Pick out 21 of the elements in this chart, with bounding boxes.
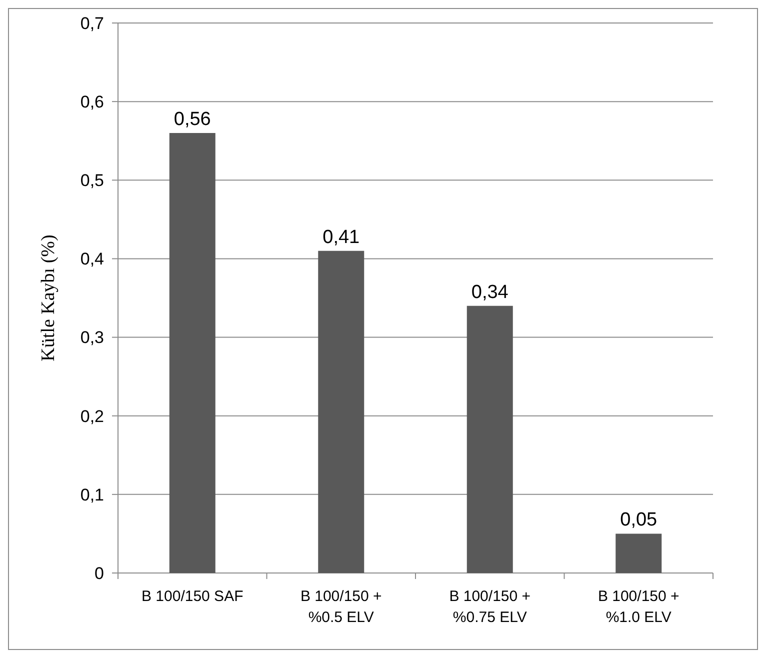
bar	[169, 133, 216, 573]
x-tick-label: B 100/150 + %0.5 ELV	[300, 588, 382, 626]
y-tick-label: 0,1	[80, 485, 104, 504]
data-label: 0,41	[322, 226, 360, 248]
y-axis-title: Kütle Kaybı (%)	[38, 234, 59, 362]
bar	[616, 534, 662, 573]
x-tick-label: B 100/150 + %1.0 ELV	[598, 588, 680, 626]
y-tick-label: 0,7	[80, 14, 104, 33]
y-tick-label: 0,2	[80, 406, 104, 426]
x-tick-label: B 100/150 SAF	[142, 588, 244, 605]
y-tick-label: 0	[94, 564, 104, 583]
bar	[466, 306, 513, 573]
data-label: 0,56	[174, 109, 211, 130]
x-tick-label: B 100/150 + %0.75 ELV	[449, 588, 531, 626]
y-tick-label: 0,4	[80, 250, 104, 269]
data-label: 0,05	[620, 510, 658, 531]
bar	[318, 250, 364, 573]
y-tick-label: 0,3	[80, 328, 104, 348]
y-tick-label: 0,5	[80, 171, 104, 190]
y-tick-label: 0,6	[80, 92, 104, 112]
data-label: 0,34	[471, 282, 509, 303]
